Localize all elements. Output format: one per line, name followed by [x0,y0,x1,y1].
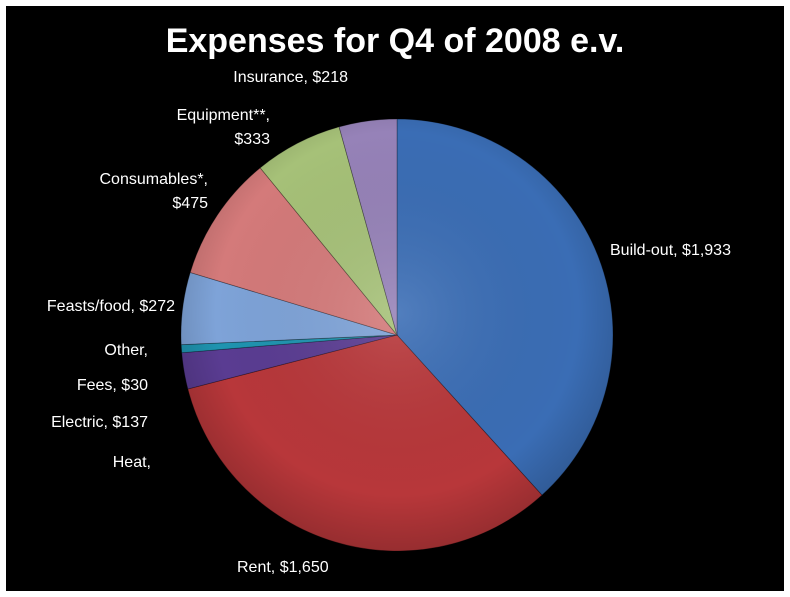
label-line: Equipment**, [177,107,270,124]
label-line: Fees, $30 [77,377,148,394]
label-rent: Rent, $1,650 [237,559,329,576]
label-build-out: Build-out, $1,933 [610,242,731,259]
label-feasts-food: Feasts/food, $272 [47,298,175,315]
label-consumables: Consumables*, $475 [100,171,209,212]
label-line: Other, [104,342,148,359]
label-line: Feasts/food, $272 [47,298,175,315]
label-electric: Electric, $137 [51,414,148,431]
label-line: Heat, [113,454,151,471]
label-line: Electric, $137 [51,414,148,431]
label-line: Consumables*, [100,171,209,188]
label-equipment: Equipment**, $333 [177,107,270,148]
label-insurance: Insurance, $218 [233,69,348,86]
label-line: $333 [234,131,270,148]
label-fees: Fees, $30 [77,377,148,394]
label-other: Other, [104,342,148,359]
label-line: Rent, $1,650 [237,559,329,576]
chart-title: Expenses for Q4 of 2008 e.v. [165,22,625,60]
label-heat: Heat, [113,454,151,471]
label-line: Insurance, $218 [233,69,348,86]
label-line: Build-out, $1,933 [610,242,731,259]
label-line: $475 [172,195,208,212]
